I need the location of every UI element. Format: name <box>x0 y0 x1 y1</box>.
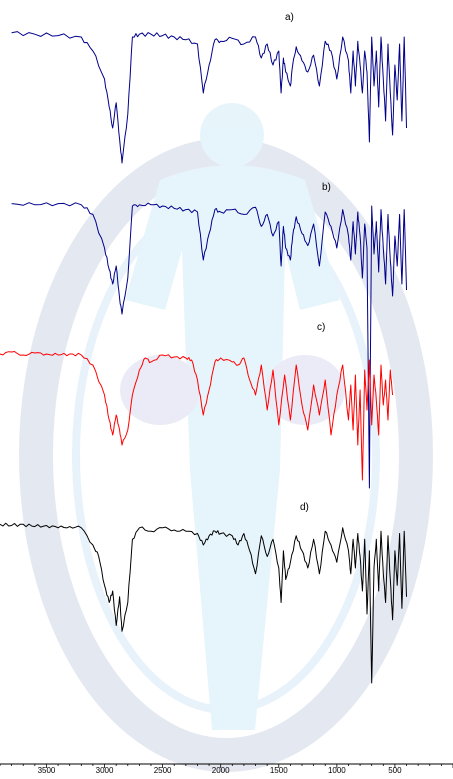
series-line-4 <box>0 522 407 684</box>
x-tick-label: 1000 <box>328 766 346 774</box>
x-tick-label: 500 <box>388 766 402 774</box>
series-label-4: d) <box>300 502 309 513</box>
x-tick-label: 2000 <box>212 766 230 774</box>
series-label-1: a) <box>285 12 294 23</box>
series-line-1 <box>11 31 407 164</box>
series-label-3: c) <box>317 322 325 333</box>
x-tick-label: 3000 <box>96 766 114 774</box>
series-labels: a) b) c) d) <box>285 12 331 513</box>
x-tick-label: 2500 <box>154 766 172 774</box>
series-line-2 <box>11 202 407 489</box>
series-layer <box>0 31 407 684</box>
x-tick-label: 3500 <box>38 766 56 774</box>
series-label-2: b) <box>322 182 331 193</box>
x-tick-label: 1500 <box>270 766 288 774</box>
x-axis: 3500 3000 2500 2000 1500 1000 500 <box>0 763 453 775</box>
series-line-3 <box>0 351 394 481</box>
watermark-emblem <box>19 103 433 772</box>
